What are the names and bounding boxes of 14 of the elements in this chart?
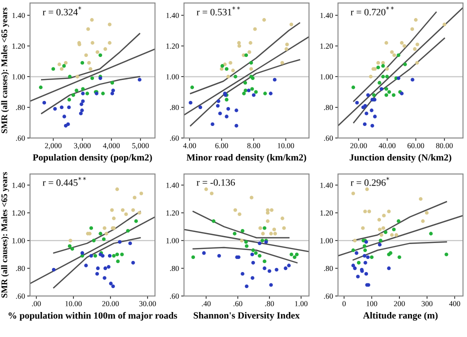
y-axis-title: SMR (all causes): Males <65 years — [1, 172, 9, 298]
x-axis-title: % population within 100m of major roads — [8, 312, 178, 321]
x-axis-title: Altitude range (m) — [363, 312, 438, 321]
y-axis-title: SMR (all causes): Males <65 years — [1, 8, 9, 134]
annotation: r = 0.531$^{**}$ — [196, 6, 240, 16]
x-axis-title: Junction density (N/km2) — [350, 154, 452, 163]
annotation: r = 0.720$^{**}$ — [350, 6, 394, 16]
annotation: r = -0.136 — [196, 179, 235, 186]
annotation: r = 0.296$^{*}$ — [350, 177, 390, 186]
annotation: r = 0.445$^{**}$ — [42, 177, 86, 186]
annotation: r = 0.324$^{*}$ — [42, 6, 82, 16]
x-axis-title: Shannon's Diversity Index — [194, 312, 300, 321]
x-axis-title: Minor road density (km/km2) — [186, 154, 306, 163]
x-axis-title: Population density (pop/km2) — [32, 154, 152, 163]
